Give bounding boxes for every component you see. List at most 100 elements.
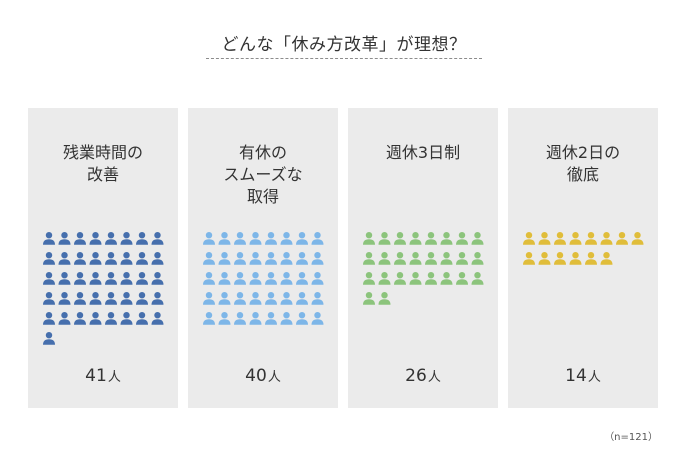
person-icon: [280, 292, 293, 305]
person-icon: [120, 312, 133, 325]
category-value-2: 40: [245, 366, 267, 386]
person-icon: [523, 252, 535, 265]
person-icon: [120, 232, 133, 245]
person-icon: [471, 252, 484, 265]
person-icon: [43, 332, 55, 345]
person-icon: [234, 252, 246, 265]
icon-grid-1: [43, 232, 164, 357]
category-label-1: 残業時間の 改善: [28, 142, 178, 186]
category-count-4: 14人: [508, 366, 658, 386]
person-icon: [74, 312, 86, 325]
person-icon: [409, 272, 422, 285]
category-unit-3: 人: [427, 370, 441, 385]
person-icon: [249, 232, 262, 245]
category-count-1: 41人: [28, 366, 178, 386]
person-icon: [409, 232, 422, 245]
category-value-3: 26: [405, 366, 427, 386]
category-value-1: 41: [85, 366, 107, 386]
person-icon: [600, 252, 613, 265]
person-icon: [249, 252, 262, 265]
person-icon: [440, 252, 453, 265]
person-icon: [456, 272, 468, 285]
person-icon: [265, 252, 277, 265]
person-icon: [89, 272, 102, 285]
person-icon: [631, 232, 644, 245]
person-icon: [74, 272, 86, 285]
icon-grid-svg: [363, 232, 484, 305]
person-icon: [58, 272, 71, 285]
person-icon: [249, 312, 262, 325]
person-icon: [554, 252, 566, 265]
person-icon: [218, 272, 231, 285]
person-icon: [363, 292, 375, 305]
person-icon: [265, 312, 277, 325]
person-icon: [234, 272, 246, 285]
person-icon: [311, 272, 324, 285]
person-icon: [58, 252, 71, 265]
person-icon: [151, 272, 164, 285]
person-icon: [569, 252, 582, 265]
person-icon: [218, 292, 231, 305]
category-label-2-line-2: スムーズな: [223, 165, 303, 184]
category-panel-1: 残業時間の 改善 41人: [28, 108, 178, 408]
person-icon: [74, 252, 86, 265]
person-icon: [203, 292, 215, 305]
person-icon: [234, 232, 246, 245]
person-icon: [249, 292, 262, 305]
person-icon: [43, 232, 55, 245]
person-icon: [120, 272, 133, 285]
person-icon: [120, 292, 133, 305]
person-icon: [203, 312, 215, 325]
person-icon: [456, 232, 468, 245]
person-icon: [378, 252, 391, 265]
icon-grid-svg: [43, 232, 164, 345]
person-icon: [58, 292, 71, 305]
title-divider: [206, 58, 482, 59]
person-icon: [58, 312, 71, 325]
person-icon: [265, 292, 277, 305]
person-icon: [136, 292, 148, 305]
person-icon: [425, 252, 437, 265]
person-icon: [296, 292, 308, 305]
person-icon: [151, 232, 164, 245]
person-icon: [280, 232, 293, 245]
category-label-4: 週休2日の 徹底: [508, 142, 658, 186]
category-label-2-line-3: 取得: [246, 187, 279, 206]
category-panel-4: 週休2日の 徹底 14人: [508, 108, 658, 408]
person-icon: [265, 232, 277, 245]
category-count-2: 40人: [188, 366, 338, 386]
person-icon: [471, 272, 484, 285]
person-icon: [296, 252, 308, 265]
person-icon: [296, 272, 308, 285]
person-icon: [218, 232, 231, 245]
person-icon: [363, 272, 375, 285]
person-icon: [74, 232, 86, 245]
person-icon: [394, 252, 406, 265]
person-icon: [378, 232, 391, 245]
person-icon: [425, 272, 437, 285]
category-label-3-line-1: 週休3日制: [385, 143, 461, 162]
person-icon: [203, 232, 215, 245]
person-icon: [363, 232, 375, 245]
category-unit-2: 人: [267, 370, 281, 385]
person-icon: [89, 252, 102, 265]
person-icon: [43, 252, 55, 265]
person-icon: [105, 292, 117, 305]
person-icon: [151, 292, 164, 305]
person-icon: [89, 312, 102, 325]
person-icon: [265, 272, 277, 285]
person-icon: [234, 292, 246, 305]
person-icon: [234, 312, 246, 325]
person-icon: [311, 312, 324, 325]
person-icon: [105, 252, 117, 265]
chart-title: どんな「休み方改革」が理想？: [221, 35, 467, 55]
person-icon: [218, 312, 231, 325]
person-icon: [151, 312, 164, 325]
person-icon: [378, 272, 391, 285]
sample-size-note: （n=121）: [604, 432, 658, 443]
category-value-4: 14: [565, 366, 587, 386]
person-icon: [249, 272, 262, 285]
person-icon: [311, 292, 324, 305]
category-label-3: 週休3日制: [348, 142, 498, 164]
person-icon: [585, 232, 597, 245]
